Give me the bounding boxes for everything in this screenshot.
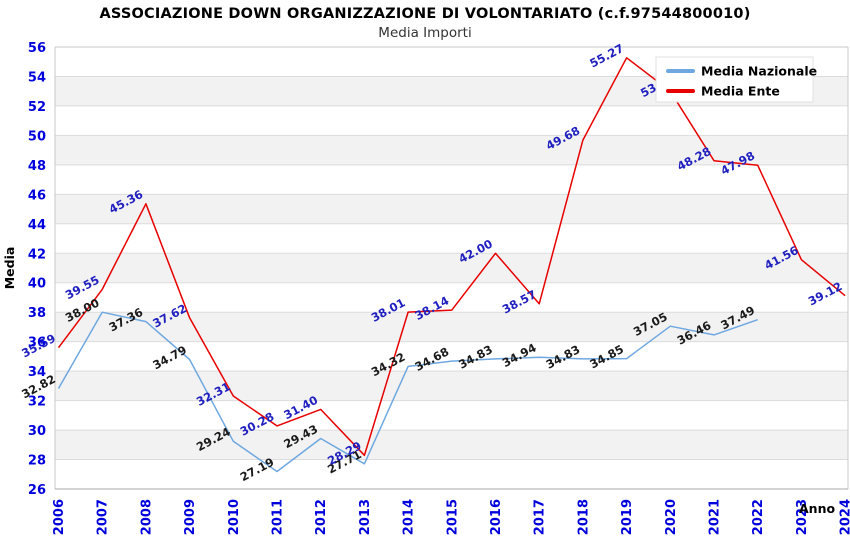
- series-line-media-nazionale: [57, 311, 758, 473]
- y-tick-label: 38: [28, 306, 46, 321]
- x-tick-label: 2016: [489, 499, 504, 535]
- y-tick-label: 56: [28, 41, 46, 56]
- y-tick-label: 32: [28, 395, 46, 410]
- series-line-media-ente: [57, 57, 846, 457]
- grid-stripe: [55, 312, 848, 342]
- y-tick-label: 50: [28, 129, 46, 144]
- x-tick-label: 2024: [839, 499, 850, 535]
- chart-title: ASSOCIAZIONE DOWN ORGANIZZAZIONE DI VOLO…: [99, 6, 751, 22]
- grid-stripe: [55, 223, 848, 254]
- y-tick-label: 54: [28, 70, 46, 85]
- grid-stripe: [55, 164, 848, 195]
- y-tick-label: 28: [28, 454, 46, 469]
- x-tick-label: 2022: [751, 499, 766, 535]
- x-tick-label: 2023: [795, 499, 810, 535]
- x-axis-title: Anno: [799, 501, 835, 516]
- y-tick-label: 26: [28, 483, 46, 498]
- x-tick-label: 2020: [664, 499, 679, 535]
- grid-stripe: [55, 135, 848, 165]
- y-tick-label: 46: [28, 188, 46, 203]
- grid-stripe: [55, 371, 848, 401]
- legend-item-media-nazionale: Media Nazionale: [666, 64, 817, 79]
- y-tick-label: 30: [28, 424, 46, 439]
- x-tick-label: 2008: [139, 499, 154, 535]
- x-tick-label: 2015: [445, 499, 460, 535]
- x-tick-label: 2017: [533, 499, 548, 535]
- legend-item-label: Media Ente: [701, 84, 780, 99]
- legend: Media Nazionale Media Ente: [655, 56, 817, 103]
- legend-item-media-ente: Media Ente: [666, 84, 780, 99]
- y-tick-label: 44: [28, 218, 46, 233]
- legend-box: [655, 56, 814, 103]
- x-tick-label: 2018: [576, 499, 591, 535]
- y-tick-label: 40: [28, 277, 46, 292]
- grid-stripe: [55, 282, 848, 313]
- y-tick-label: 52: [28, 100, 46, 115]
- x-tick-label: 2019: [620, 499, 635, 535]
- x-tick-label: 2011: [271, 499, 286, 535]
- chart-subtitle: Media Importi: [378, 25, 472, 41]
- x-tick-label: 2007: [96, 499, 111, 535]
- y-tick-label: 34: [28, 365, 46, 380]
- x-tick-label: 2006: [52, 499, 67, 535]
- grid-stripe: [55, 430, 848, 460]
- grid-stripe: [55, 459, 848, 489]
- y-tick-label: 42: [28, 247, 46, 262]
- x-tick-label: 2012: [314, 499, 329, 535]
- x-tick-label: 2021: [708, 499, 723, 535]
- grid-stripe: [55, 194, 848, 224]
- x-tick-label: 2013: [358, 499, 373, 535]
- x-tick-label: 2014: [402, 499, 417, 535]
- x-tick-label: 2010: [227, 499, 242, 535]
- y-tick-label: 36: [28, 336, 46, 351]
- x-tick-label: 2009: [183, 499, 198, 535]
- y-tick-label: 48: [28, 159, 46, 174]
- grid-stripe: [55, 400, 848, 431]
- legend-item-label: Media Nazionale: [701, 64, 817, 79]
- y-axis-title: Media: [2, 247, 17, 290]
- grid-stripe: [55, 253, 848, 283]
- grid-stripe: [55, 105, 848, 136]
